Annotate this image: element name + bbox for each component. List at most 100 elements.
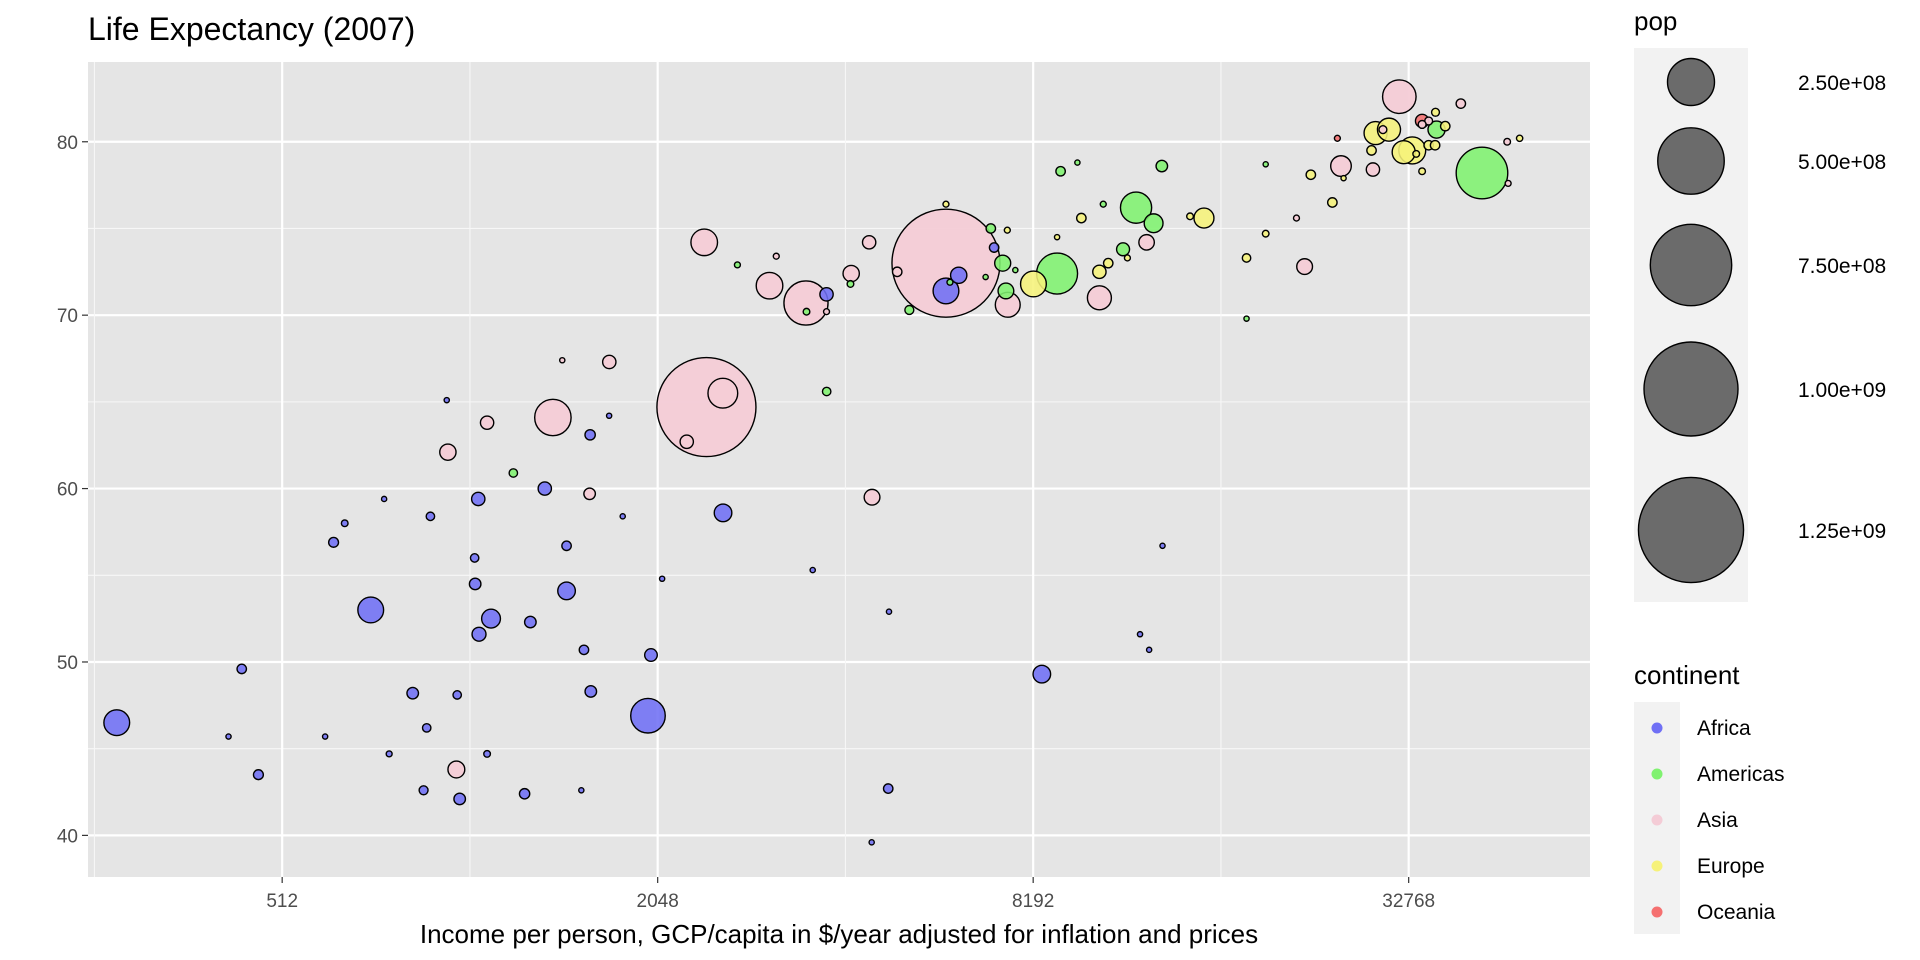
data-point-americas	[1262, 161, 1269, 168]
size-legend-label: 1.25e+09	[1798, 520, 1886, 543]
data-point-europe	[1075, 212, 1087, 224]
data-point-africa	[1136, 630, 1144, 638]
size-legend: 2.50e+08 5.00e+08 7.50e+08 1.00e+09 1.25e+09	[1637, 57, 1886, 584]
data-point-africa	[385, 750, 393, 758]
x-axis-label: Income per person, GCP/capita in $/year …	[420, 919, 1258, 949]
data-point-americas	[1099, 200, 1107, 208]
data-point-europe	[1430, 107, 1441, 117]
size-legend-circle	[1649, 223, 1733, 307]
data-point-africa	[425, 511, 436, 522]
color-legend-label: Americas	[1697, 763, 1785, 786]
data-point-americas	[1055, 165, 1067, 177]
data-point-africa	[480, 608, 502, 629]
data-point-asia	[755, 271, 784, 300]
data-point-africa	[236, 663, 248, 675]
data-point-asia	[891, 266, 903, 278]
color-legend-swatch	[1651, 906, 1663, 918]
data-point-americas	[985, 223, 997, 234]
y-tick-label: 50	[57, 653, 78, 674]
data-point-africa	[443, 396, 451, 404]
data-point-americas	[1143, 213, 1164, 234]
data-point-asia	[1138, 233, 1156, 251]
size-legend-circle	[1643, 341, 1739, 437]
x-tick-label: 2048	[637, 891, 679, 912]
data-point-oceania	[1333, 134, 1342, 142]
data-point-africa	[469, 553, 480, 563]
y-tick-label: 60	[57, 480, 78, 501]
size-legend-label: 2.50e+08	[1798, 72, 1886, 95]
data-point-asia	[479, 415, 495, 431]
data-point-africa	[357, 596, 385, 624]
data-point-africa	[584, 685, 598, 698]
color-legend-swatch	[1651, 860, 1663, 872]
data-point-americas	[802, 307, 811, 316]
data-point-americas	[1455, 146, 1509, 200]
data-point-asia	[842, 264, 861, 283]
color-legend-swatch	[1651, 722, 1663, 734]
data-point-africa	[453, 792, 467, 806]
x-tick-label: 512	[266, 891, 298, 912]
data-point-asia	[690, 228, 719, 257]
color-legend-label: Oceania	[1697, 901, 1776, 924]
data-point-europe	[1019, 270, 1048, 298]
data-point-africa	[537, 481, 553, 496]
data-point-americas	[846, 279, 855, 288]
size-legend-circle	[1637, 476, 1745, 584]
data-point-africa	[584, 428, 596, 441]
data-point-europe	[1053, 233, 1061, 241]
data-point-americas	[733, 261, 742, 269]
data-point-asia	[533, 398, 572, 437]
data-point-africa	[605, 412, 613, 420]
data-point-africa	[1032, 664, 1052, 684]
x-tick-label: 8192	[1012, 891, 1054, 912]
data-point-europe	[1412, 149, 1421, 158]
data-point-asia	[656, 356, 757, 458]
data-point-asia	[863, 488, 881, 506]
data-point-africa	[988, 242, 1000, 253]
data-point-asia	[1417, 119, 1427, 130]
data-point-americas	[993, 254, 1012, 272]
data-point-africa	[1159, 542, 1166, 550]
size-legend-title: pop	[1634, 6, 1677, 36]
data-point-africa	[643, 648, 658, 663]
data-point-africa	[406, 686, 420, 700]
chart-title: Life Expectancy (2007)	[88, 11, 415, 47]
data-point-europe	[1193, 207, 1215, 229]
data-point-asia	[558, 356, 566, 364]
color-legend-label: Africa	[1697, 717, 1751, 740]
data-point-africa	[327, 536, 340, 548]
y-tick-label: 80	[57, 133, 78, 154]
data-point-asia	[439, 443, 457, 462]
data-point-europe	[1515, 134, 1524, 143]
data-point-africa	[868, 839, 875, 846]
data-point-europe	[1439, 120, 1451, 132]
data-point-asia	[707, 377, 739, 409]
size-legend-circle	[1666, 57, 1716, 107]
data-point-africa	[340, 519, 349, 528]
plot-panel	[88, 62, 1590, 877]
data-point-africa	[421, 722, 432, 733]
data-point-africa	[523, 615, 537, 629]
data-point-europe	[1186, 212, 1195, 221]
data-point-europe	[1366, 145, 1377, 156]
y-tick-label: 40	[57, 826, 78, 847]
data-point-asia	[1292, 214, 1301, 222]
data-point-africa	[1145, 646, 1153, 654]
data-point-europe	[1418, 167, 1427, 176]
color-legend-title: continent	[1634, 660, 1740, 690]
data-point-asia	[822, 308, 831, 316]
axes: 40 50 60 70 80 512 2048 8192 32768	[57, 133, 1435, 912]
data-point-europe	[1340, 174, 1347, 182]
data-point-europe	[1241, 253, 1252, 263]
data-point-americas	[1074, 159, 1081, 166]
data-point-africa	[452, 690, 463, 700]
data-point-europe	[1092, 264, 1107, 280]
data-point-africa	[882, 783, 894, 794]
data-point-africa	[321, 733, 329, 740]
data-point-africa	[252, 769, 265, 781]
data-point-africa	[518, 787, 531, 800]
data-point-africa	[561, 540, 572, 552]
size-legend-label: 7.50e+08	[1798, 255, 1886, 278]
data-point-europe	[1429, 139, 1441, 151]
color-legend-swatch	[1651, 768, 1663, 780]
